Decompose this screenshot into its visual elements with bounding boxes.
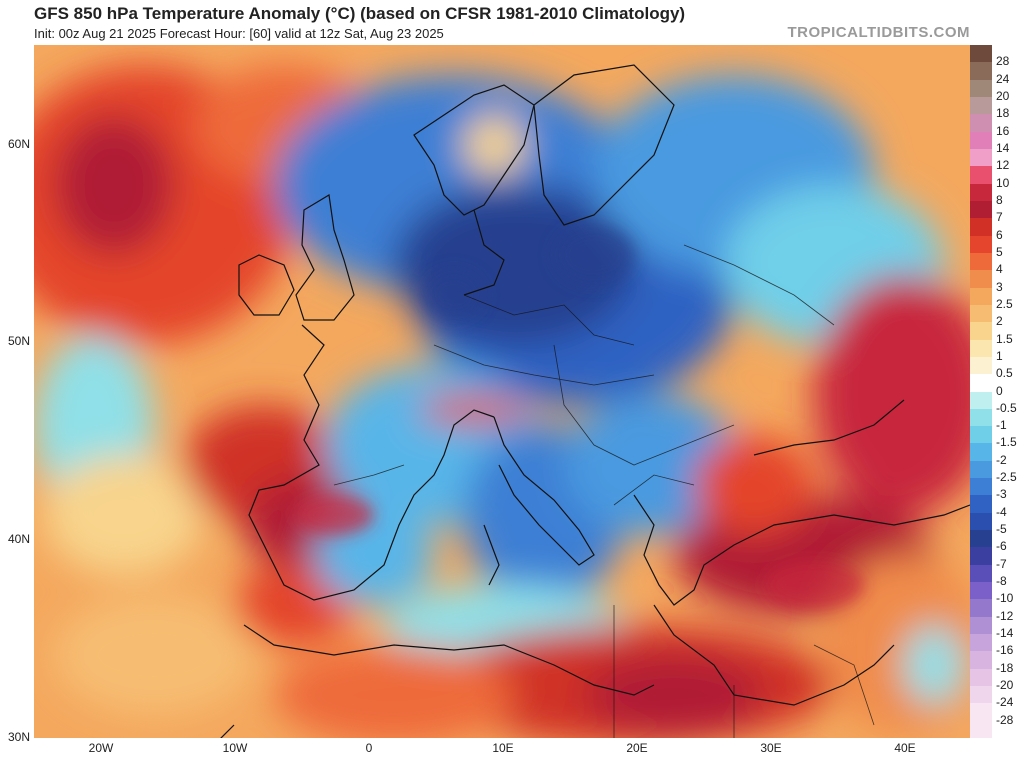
- lon-label-20e: 20E: [626, 741, 648, 755]
- lat-label-30n: 30N: [8, 730, 31, 744]
- colorbar-label: 10: [996, 175, 1010, 190]
- colorbar-segment: [970, 62, 992, 81]
- lat-label-60n: 60N: [8, 137, 31, 151]
- colorbar-label: 4: [996, 262, 1003, 277]
- colorbar-label: 7: [996, 210, 1003, 225]
- colorbar-segment: [970, 131, 992, 150]
- lon-label-10e: 10E: [492, 741, 514, 755]
- site-brand: TROPICALTIDBITS.COM: [787, 24, 970, 41]
- colorbar-label: -2.5: [996, 470, 1017, 485]
- colorbar-label: -4: [996, 504, 1007, 519]
- colorbar-label: -7: [996, 556, 1007, 571]
- colorbar-segment: [970, 270, 992, 289]
- colorbar-label: 18: [996, 106, 1010, 121]
- colorbar-segment: [970, 616, 992, 635]
- colorbar-segment: [970, 114, 992, 133]
- colorbar-segment: [970, 408, 992, 427]
- colorbar-segment: [970, 512, 992, 531]
- map-canvas: [34, 45, 970, 738]
- lat-label-40n: 40N: [8, 532, 31, 546]
- colorbar-label: 20: [996, 88, 1010, 103]
- colorbar-label: -1: [996, 418, 1007, 433]
- colorbar-segment: [970, 478, 992, 496]
- colorbar-segment: [970, 200, 992, 219]
- colorbar-segment: [970, 183, 992, 202]
- colorbar-label: -5: [996, 522, 1007, 537]
- colorbar-label: 2: [996, 314, 1003, 329]
- colorbar-label: -1.5: [996, 435, 1017, 450]
- colorbar-segment: [970, 634, 992, 652]
- colorbar-segment: [970, 374, 992, 392]
- colorbar-label: 24: [996, 71, 1010, 86]
- colorbar-label: 14: [996, 140, 1010, 155]
- lon-label-0: 0: [365, 741, 373, 755]
- colorbar-segment: [970, 218, 992, 237]
- colorbar-segment: [970, 460, 992, 479]
- colorbar-label: 6: [996, 227, 1003, 242]
- colorbar-label: 3: [996, 279, 1003, 294]
- colorbar-label: 0: [996, 383, 1003, 398]
- colorbar-label: 8: [996, 192, 1003, 207]
- colorbar-segment: [970, 703, 992, 722]
- colorbar-label: -2: [996, 452, 1007, 467]
- colorbar-segment: [970, 96, 992, 115]
- colorbar-segment: [970, 79, 992, 98]
- colorbar-segment: [970, 356, 992, 375]
- colorbar-label: 1: [996, 348, 1003, 363]
- colorbar-label: -24: [996, 695, 1014, 710]
- colorbar-segment: [970, 720, 992, 739]
- colorbar-segment: [970, 339, 992, 358]
- colorbar-label: -8: [996, 574, 1007, 589]
- colorbar-segment: [970, 166, 992, 185]
- lon-label-30e: 30E: [760, 741, 782, 755]
- colorbar-label: 16: [996, 123, 1010, 138]
- lon-label-10w: 10W: [222, 741, 248, 755]
- anomaly-map: [34, 45, 970, 738]
- colorbar-segment: [970, 564, 992, 583]
- colorbar-segment: [970, 582, 992, 600]
- lon-label-40e: 40E: [894, 741, 916, 755]
- colorbar-label: 12: [996, 158, 1010, 173]
- colorbar-segment: [970, 530, 992, 548]
- colorbar-label: -28: [996, 712, 1014, 727]
- borders: [333, 244, 875, 738]
- colorbar-label: 1.5: [996, 331, 1013, 346]
- colorbar-label: -0.5: [996, 400, 1017, 415]
- colorbar-label: -20: [996, 678, 1014, 693]
- colorbar-label: -6: [996, 539, 1007, 554]
- colorbar-label: 0.5: [996, 366, 1013, 381]
- colorbar-segment: [970, 391, 992, 410]
- colorbar-segment: [970, 686, 992, 704]
- colorbar-segment: [970, 45, 992, 63]
- colorbar-label: 5: [996, 244, 1003, 259]
- colorbar-segment: [970, 252, 992, 271]
- forecast-info: Init: 00z Aug 21 2025 Forecast Hour: [60…: [34, 26, 444, 41]
- colorbar-segment: [970, 651, 992, 670]
- colorbar-segment: [970, 322, 992, 340]
- colorbar-segment: [970, 599, 992, 618]
- colorbar-label: -18: [996, 660, 1014, 675]
- colorbar-label: -10: [996, 591, 1014, 606]
- colorbar-label: -12: [996, 608, 1014, 623]
- lat-label-50n: 50N: [8, 334, 31, 348]
- colorbar-label: -16: [996, 643, 1014, 658]
- colorbar-segment: [970, 668, 992, 687]
- colorbar-segment: [970, 426, 992, 444]
- colorbar-segment: [970, 495, 992, 514]
- colorbar-label: 28: [996, 54, 1010, 69]
- anomaly-detail: [294, 225, 864, 610]
- colorbar-segment: [970, 547, 992, 566]
- colorbar: [970, 45, 992, 739]
- colorbar-segment: [970, 287, 992, 306]
- colorbar-segment: [970, 304, 992, 323]
- anomaly-field: [34, 65, 970, 738]
- colorbar-segment: [970, 148, 992, 167]
- chart-title: GFS 850 hPa Temperature Anomaly (°C) (ba…: [34, 4, 686, 23]
- lon-label-20w: 20W: [88, 741, 114, 755]
- colorbar-label: 2.5: [996, 296, 1013, 311]
- colorbar-segment: [970, 235, 992, 254]
- colorbar-segment: [970, 443, 992, 462]
- colorbar-label: -3: [996, 487, 1007, 502]
- colorbar-label: -14: [996, 626, 1014, 641]
